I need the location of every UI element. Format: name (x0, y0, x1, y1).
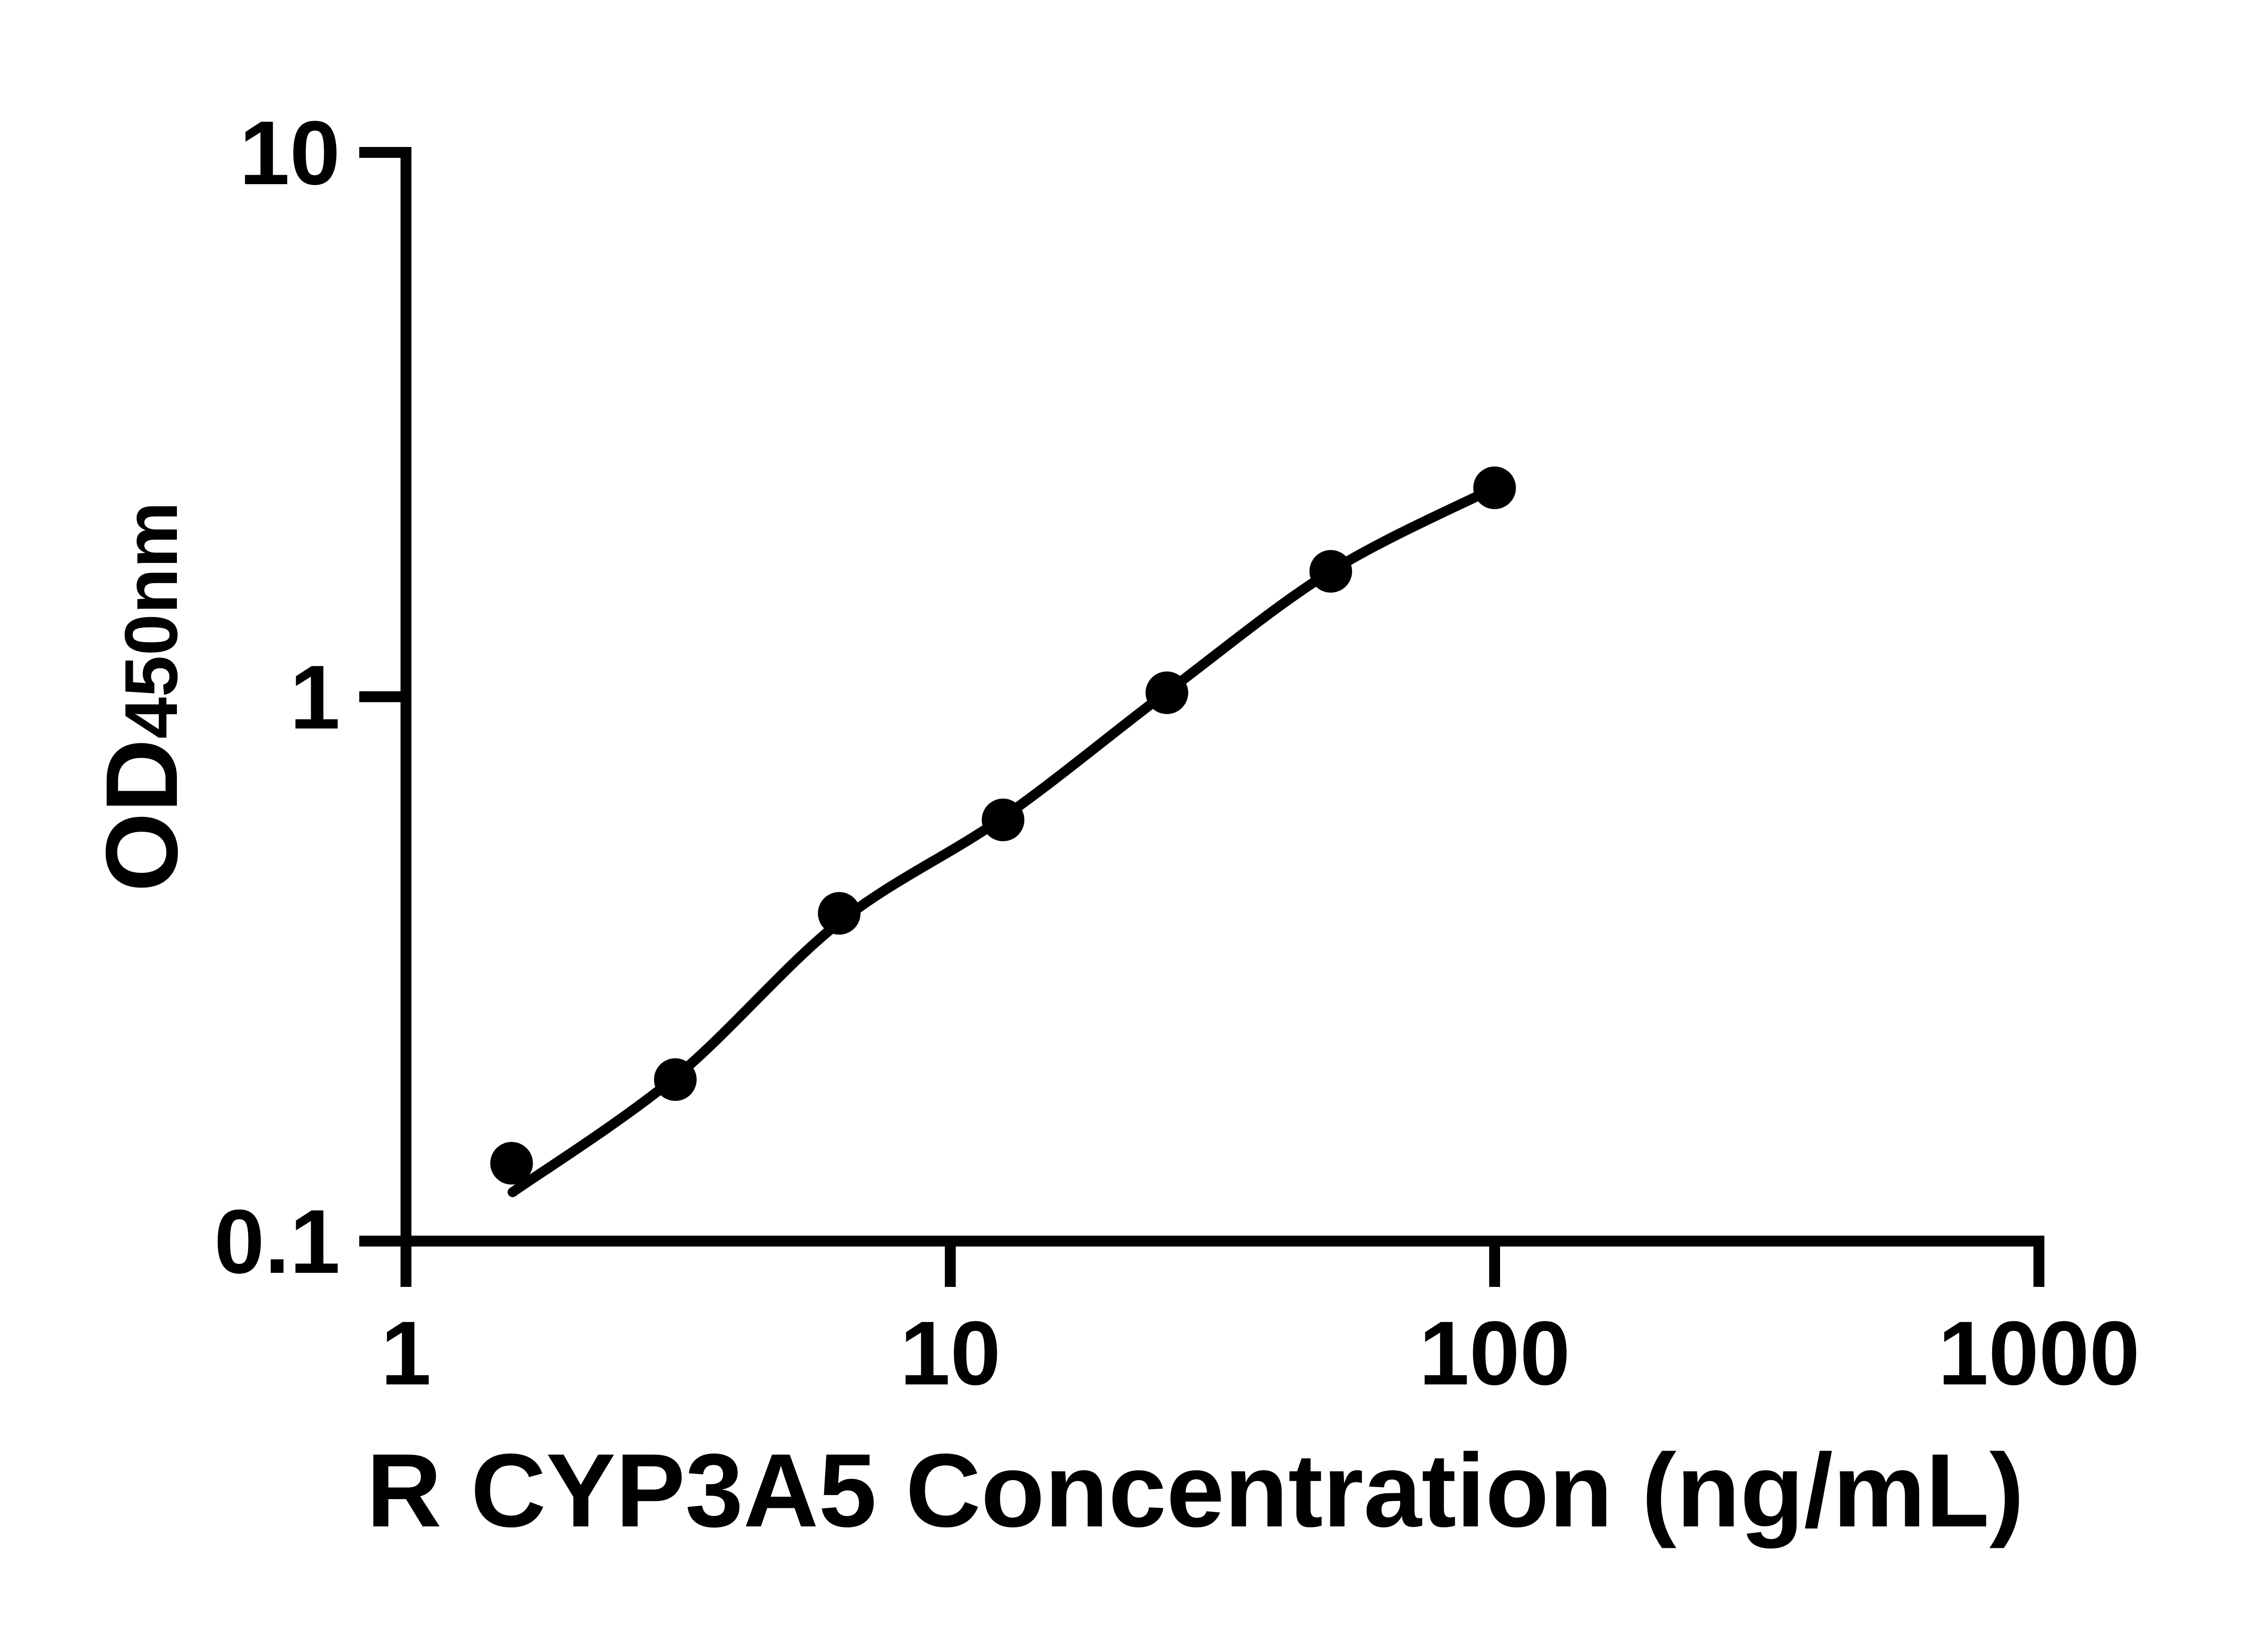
axes-layer (401, 147, 2044, 1247)
data-point (490, 1142, 533, 1185)
y-tick (359, 147, 401, 158)
data-point (654, 1058, 697, 1101)
x-axis-title: R CYP3A5 Concentration (ng/mL) (367, 1432, 2024, 1549)
ticks-layer (359, 147, 2044, 1287)
y-axis-title: OD450nm (84, 502, 199, 892)
x-axis-line (401, 1236, 2044, 1247)
y-axis-title-main: OD (84, 739, 199, 892)
x-tick-label: 100 (1419, 1303, 1570, 1404)
x-tick (1489, 1247, 1500, 1287)
x-tick (945, 1247, 956, 1287)
data-point (1309, 550, 1352, 593)
data-point (1473, 466, 1516, 509)
data-point (1145, 671, 1188, 714)
x-tick-label: 1 (381, 1303, 431, 1404)
y-tick (359, 691, 401, 702)
y-tick-label: 1 (290, 647, 340, 748)
x-tick-label: 1000 (1938, 1303, 2140, 1404)
x-tick-label: 10 (900, 1303, 1001, 1404)
series-layer (490, 466, 1516, 1198)
y-axis-line (401, 147, 411, 1247)
x-tick (401, 1247, 411, 1287)
data-point (818, 892, 861, 935)
data-point (982, 798, 1025, 841)
y-tick-label: 10 (240, 103, 340, 204)
x-tick (2033, 1247, 2044, 1287)
tick-labels-layer: 10 1 0.1 1 10 100 1000 (214, 103, 2140, 1404)
y-tick-label: 0.1 (214, 1191, 340, 1292)
y-axis-title-subscript: 450nm (109, 502, 193, 739)
y-tick (359, 1236, 401, 1247)
